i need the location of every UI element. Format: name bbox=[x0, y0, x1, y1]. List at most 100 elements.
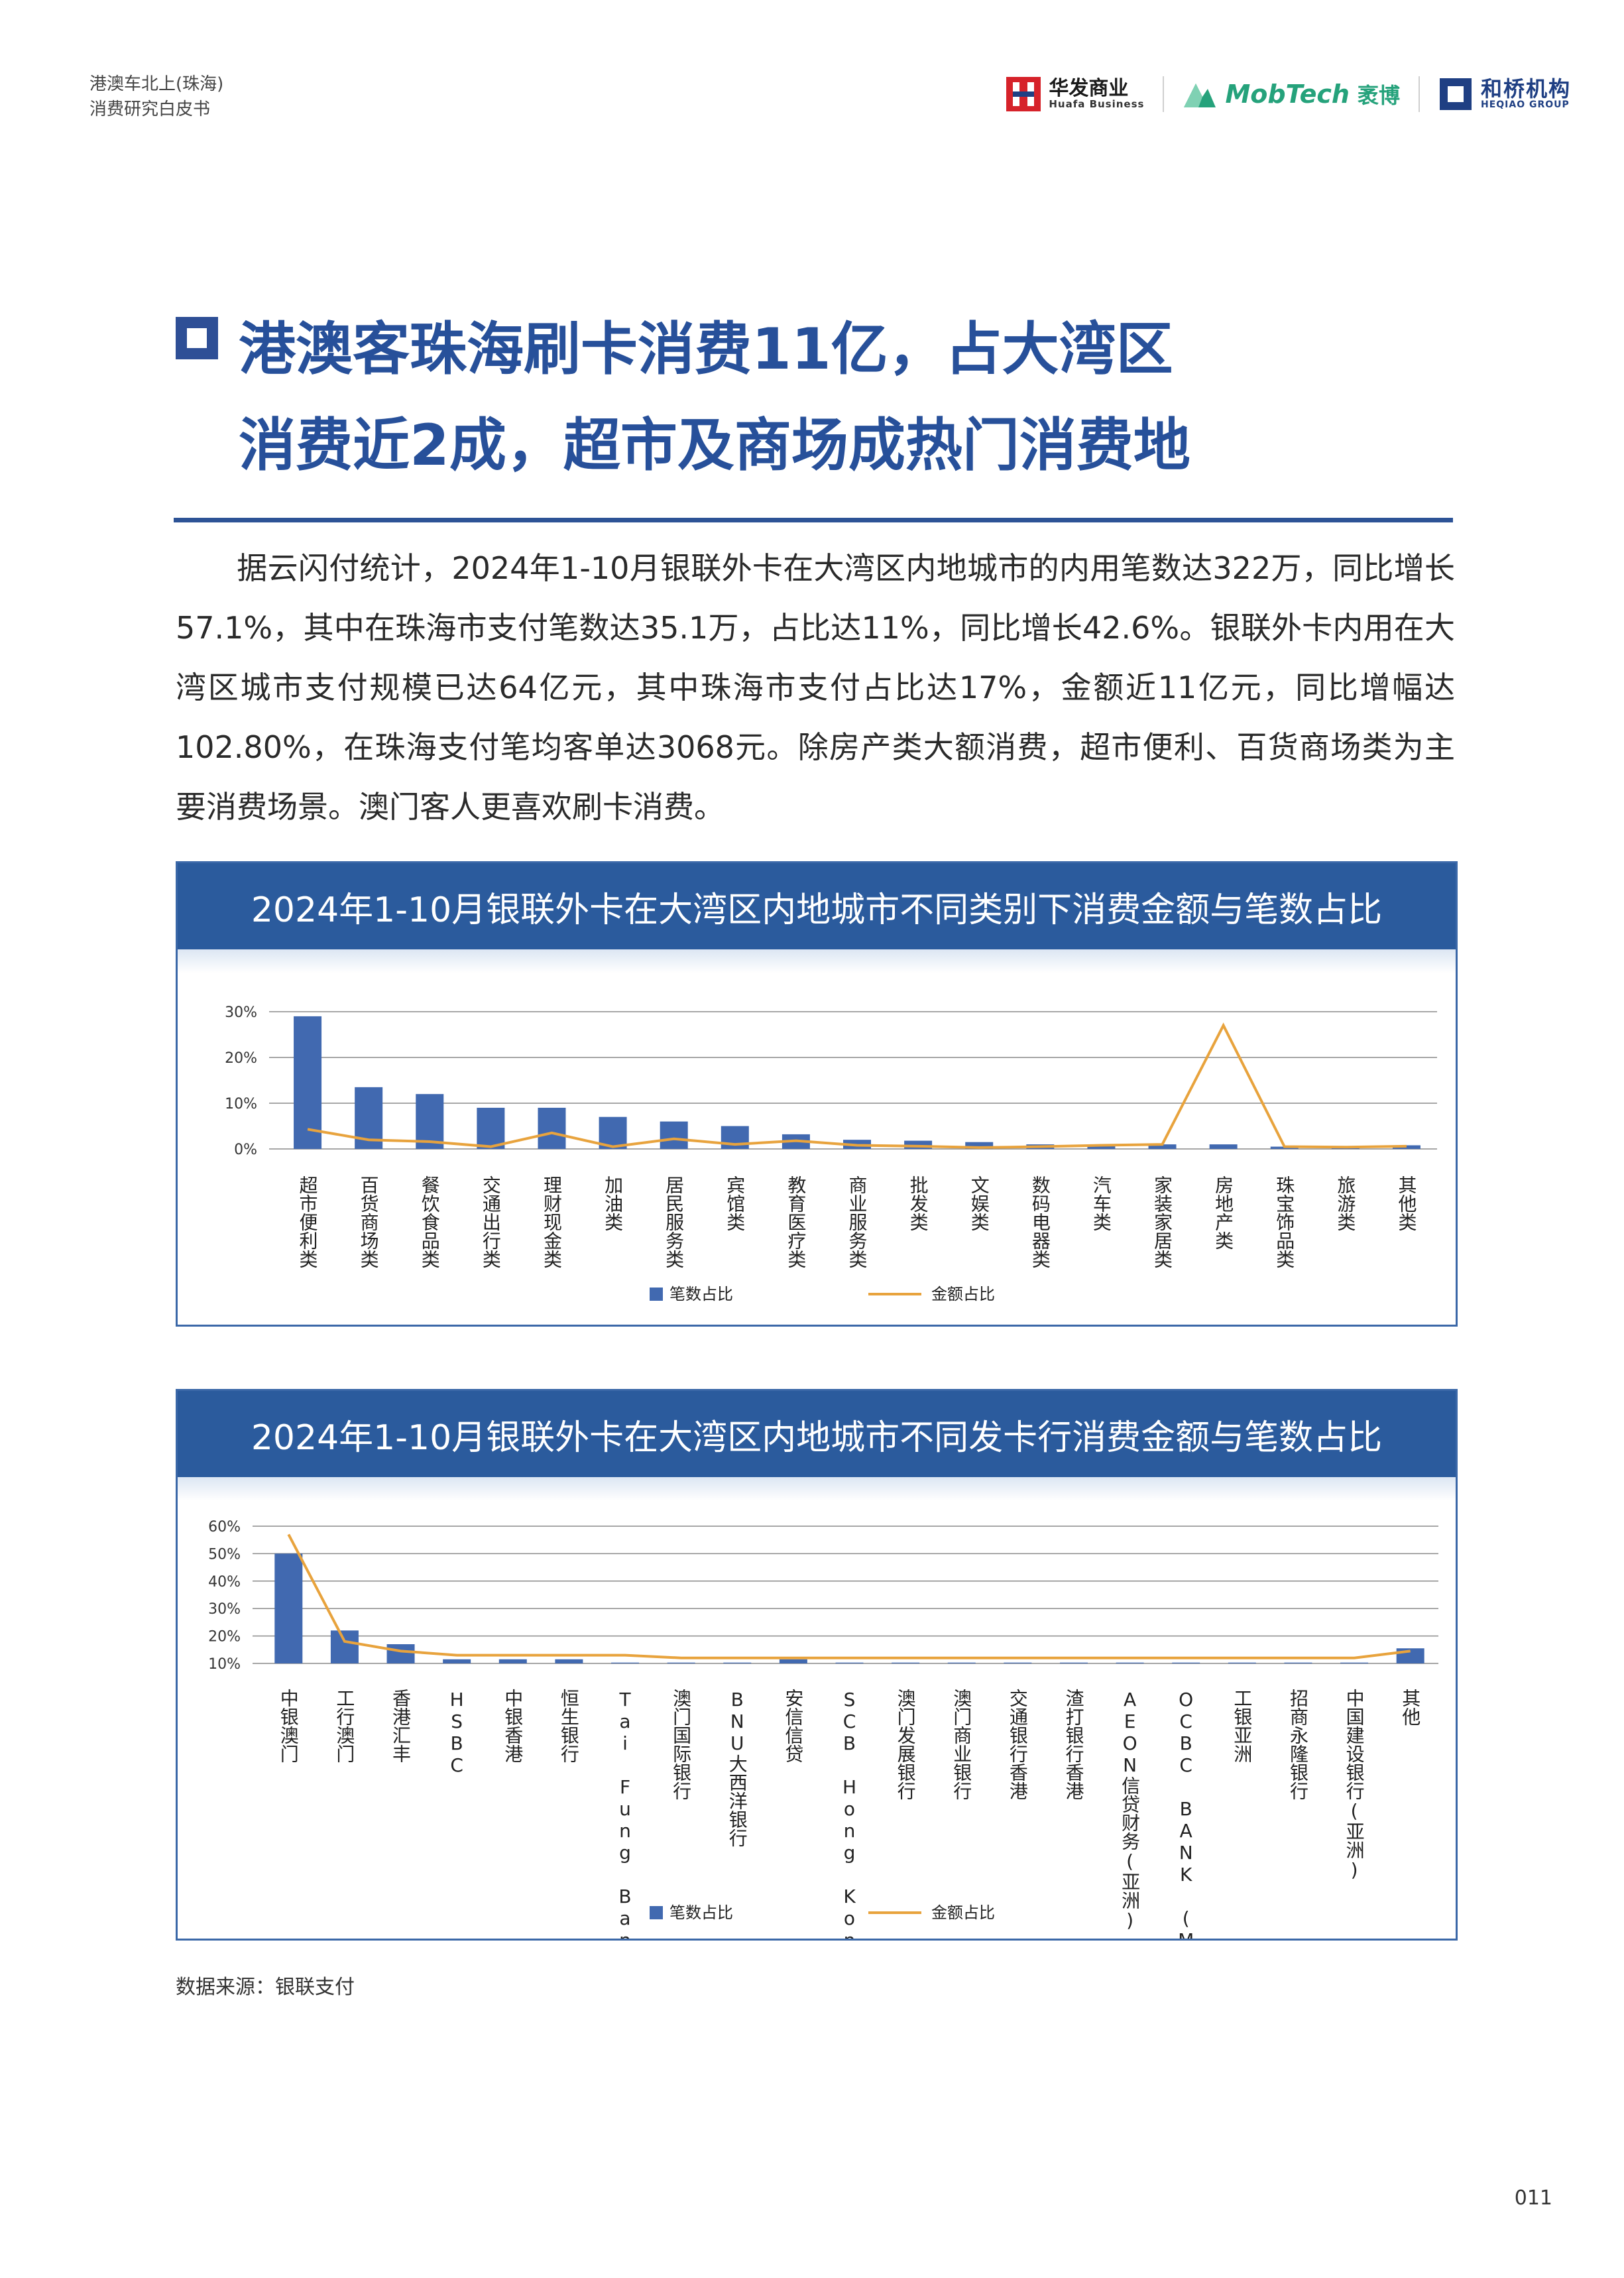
bar-HSBC bbox=[443, 1659, 471, 1663]
heqiao-logo-cn: 和桥机构 bbox=[1480, 76, 1571, 101]
data-source-note: 数据来源：银联支付 bbox=[176, 1976, 355, 1999]
logo-divider bbox=[1163, 76, 1165, 112]
bar-超市便利类 bbox=[294, 1016, 322, 1149]
logo-divider bbox=[1418, 76, 1420, 112]
y-tick-label: 60% bbox=[208, 1519, 241, 1535]
mobtech-logo: MobTech 袤博 bbox=[1183, 77, 1400, 111]
y-tick-label: 10% bbox=[225, 1096, 257, 1112]
bar-其他 bbox=[1396, 1648, 1424, 1663]
x-tick-label: 餐饮食品类 bbox=[419, 1175, 441, 1268]
bar-理财现金类 bbox=[538, 1107, 566, 1149]
page-title: 港澳客珠海刷卡消费11亿，占大湾区 消费近2成，超市及商场成热门消费地 bbox=[239, 302, 1498, 494]
partner-logos: 华发商业 Huafa Business MobTech 袤博 和桥机构 HEQI… bbox=[1006, 74, 1571, 114]
x-tick-label: 加油类 bbox=[602, 1175, 624, 1231]
x-tick-label: 汽车类 bbox=[1090, 1175, 1112, 1231]
x-tick-label: 百货商场类 bbox=[358, 1175, 380, 1268]
title-line-1: 港澳客珠海刷卡消费11亿，占大湾区 bbox=[239, 316, 1173, 383]
legend-line-label: 金额占比 bbox=[931, 1903, 995, 1922]
amount-share-line bbox=[307, 1022, 1407, 1149]
x-tick-label: SCB Hong Kong Limited bbox=[839, 1689, 860, 1939]
x-tick-label: 工银亚洲 bbox=[1231, 1689, 1253, 1763]
y-tick-label: 0% bbox=[234, 1142, 257, 1158]
amount-share-line bbox=[287, 1533, 1411, 1659]
bar-餐饮食品类 bbox=[416, 1094, 444, 1149]
bar-香港汇丰 bbox=[386, 1644, 415, 1663]
y-tick-label: 20% bbox=[225, 1050, 257, 1067]
body-paragraph: 据云闪付统计，2024年1-10月银联外卡在大湾区内地城市的内用笔数达322万，… bbox=[176, 538, 1455, 837]
y-tick-label: 30% bbox=[208, 1601, 241, 1618]
bar-家装家居类 bbox=[1148, 1144, 1177, 1149]
issuer-chart-title: 2024年1-10月银联外卡在大湾区内地城市不同发卡行消费金额与笔数占比 bbox=[178, 1391, 1456, 1477]
x-tick-label: 澳门发展银行 bbox=[895, 1689, 917, 1800]
bar-工行澳门 bbox=[330, 1630, 359, 1663]
x-tick-label: 安信信贷 bbox=[782, 1689, 804, 1763]
body-paragraph-text: 据云闪付统计，2024年1-10月银联外卡在大湾区内地城市的内用笔数达322万，… bbox=[176, 550, 1455, 825]
x-tick-label: 中银澳门 bbox=[278, 1689, 300, 1763]
x-tick-label: 工行澳门 bbox=[333, 1689, 355, 1763]
x-tick-label: 澳门商业银行 bbox=[951, 1689, 972, 1800]
x-tick-label: 教育医疗类 bbox=[785, 1175, 807, 1268]
x-tick-label: 理财现金类 bbox=[541, 1175, 563, 1268]
x-tick-label: 居民服务类 bbox=[663, 1175, 685, 1268]
heqiao-logo-en: HEQIAO GROUP bbox=[1480, 99, 1570, 111]
x-tick-label: AEON信贷财务(亚洲) bbox=[1119, 1689, 1141, 1931]
x-tick-label: 宾馆类 bbox=[724, 1175, 746, 1231]
x-tick-label: 其他类 bbox=[1395, 1175, 1417, 1231]
y-tick-label: 30% bbox=[225, 1004, 257, 1021]
issuer-chart: 2024年1-10月银联外卡在大湾区内地城市不同发卡行消费金额与笔数占比 10%… bbox=[176, 1389, 1458, 1941]
x-tick-label: 中国建设银行(亚洲) bbox=[1344, 1689, 1365, 1881]
category-chart-plot: 0% 10% 20% 30% 超市便利类 百货商场类 餐饮食品类 交通出行类 理财现金类 加油类 居… bbox=[225, 1004, 1437, 1303]
header-line-2: 消费研究白皮书 bbox=[89, 99, 211, 119]
title-line-2: 消费近2成，超市及商场成热门消费地 bbox=[239, 412, 1190, 479]
heqiao-logo-icon bbox=[1439, 78, 1472, 110]
x-tick-label: 交通出行类 bbox=[480, 1175, 502, 1268]
bar-恒生银行 bbox=[555, 1659, 583, 1663]
bar-中银澳门 bbox=[274, 1553, 303, 1663]
bar-居民服务类 bbox=[660, 1121, 688, 1149]
x-tick-label: 珠宝饰品类 bbox=[1273, 1175, 1295, 1268]
x-tick-label: 超市便利类 bbox=[297, 1175, 319, 1268]
bar-汽车类 bbox=[1087, 1144, 1116, 1149]
legend-line-label: 金额占比 bbox=[931, 1285, 995, 1303]
mobtech-logo-icon bbox=[1184, 84, 1216, 107]
page-number: 011 bbox=[1514, 2187, 1552, 2210]
legend-bar-label: 笔数占比 bbox=[669, 1285, 733, 1303]
x-tick-label: 其他 bbox=[1399, 1689, 1421, 1726]
x-tick-label: 文娱类 bbox=[968, 1175, 990, 1231]
bar-房地产类 bbox=[1209, 1144, 1238, 1149]
x-tick-label: 澳门国际银行 bbox=[670, 1689, 692, 1800]
x-tick-label: Tai Fung Bank Limited bbox=[614, 1689, 636, 1939]
bar-文娱类 bbox=[965, 1142, 994, 1149]
x-tick-label: 渣打银行香港 bbox=[1063, 1689, 1084, 1800]
huafa-logo-en: Huafa Business bbox=[1049, 97, 1145, 110]
legend-bar-label: 笔数占比 bbox=[669, 1903, 733, 1922]
x-tick-label: BNU大西洋银行 bbox=[726, 1689, 748, 1847]
heqiao-logo: 和桥机构 HEQIAO GROUP bbox=[1438, 77, 1571, 111]
issuer-chart-plot: 10% 20% 30% 40% 50% 60% 中银澳门 工行澳门 香港汇丰 HSBC 中银香港 恒生… bbox=[208, 1519, 1438, 1939]
title-divider bbox=[174, 518, 1453, 522]
x-tick-label: OCBC BANK (MACAU) LIMITED bbox=[1175, 1689, 1197, 1939]
legend-bar-swatch bbox=[650, 1906, 663, 1919]
x-tick-label: 香港汇丰 bbox=[390, 1689, 412, 1763]
category-chart: 2024年1-10月银联外卡在大湾区内地城市不同类别下消费金额与笔数占比 0% 1… bbox=[176, 861, 1458, 1327]
bar-安信信贷 bbox=[779, 1659, 807, 1663]
huafa-logo: 华发商业 Huafa Business bbox=[1006, 77, 1144, 111]
header-text: 港澳车北上(珠海) 消费研究白皮书 bbox=[89, 72, 223, 122]
header-line-1: 港澳车北上(珠海) bbox=[89, 74, 224, 94]
mobtech-logo-cn: 袤博 bbox=[1357, 83, 1400, 108]
x-tick-label: 招商永隆银行 bbox=[1287, 1689, 1309, 1800]
x-tick-label: 交通银行香港 bbox=[1007, 1689, 1029, 1800]
x-tick-label: 恒生银行 bbox=[558, 1689, 580, 1763]
bar-交通出行类 bbox=[477, 1107, 505, 1149]
x-tick-label: 数码电器类 bbox=[1029, 1175, 1051, 1268]
title-square-icon bbox=[176, 317, 218, 359]
x-tick-label: 批发类 bbox=[907, 1175, 929, 1231]
y-tick-label: 40% bbox=[208, 1574, 241, 1590]
x-tick-label: 家装家居类 bbox=[1151, 1175, 1173, 1268]
x-tick-label: 商业服务类 bbox=[846, 1175, 868, 1268]
y-tick-label: 10% bbox=[208, 1656, 241, 1673]
huafa-logo-cn: 华发商业 bbox=[1049, 77, 1129, 101]
huafa-logo-icon bbox=[1006, 77, 1041, 111]
mobtech-logo-text: MobTech bbox=[1225, 80, 1350, 109]
x-tick-label: 旅游类 bbox=[1334, 1175, 1356, 1231]
